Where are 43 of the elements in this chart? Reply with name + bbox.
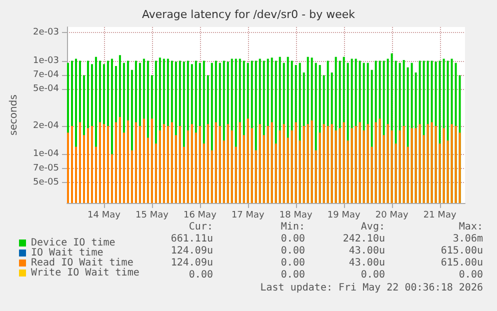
legend-label: Read IO Wait time [31, 258, 134, 268]
text: Max: [458, 222, 483, 232]
x-tick-label: 15 May [135, 210, 170, 220]
text: Cur: [188, 222, 213, 232]
text: 0.00 [280, 258, 305, 268]
y-tick-label: 5e-04 [33, 84, 60, 94]
x-tick-label: 14 May [88, 210, 122, 220]
y-tick-label: 1e-03 [33, 56, 59, 66]
y-tick-label: 7e-04 [33, 70, 60, 80]
y-tick-label: 5e-05 [33, 177, 59, 188]
chart-title: Average latency for /dev/sr0 - by week [142, 8, 356, 21]
text: Last update: Fri May 22 00:36:18 2026 [260, 282, 483, 294]
legend-label: IO Wait time [31, 248, 104, 258]
x-tick-label: 20 May [375, 210, 409, 220]
y-tick-label: 1e-04 [33, 149, 60, 160]
text: 615.00u [440, 258, 483, 268]
text: 661.11u [170, 234, 213, 244]
text: 3.06m [452, 234, 483, 244]
text: 124.09u [170, 258, 213, 268]
y-tick-label: 2e-04 [33, 121, 60, 132]
text: 615.00u [440, 246, 483, 256]
text: 0.00 [360, 270, 385, 280]
x-tick-label: 17 May [231, 210, 266, 220]
text: 43.00u [348, 258, 385, 268]
text: 0.00 [188, 270, 213, 280]
text: 43.00u [348, 246, 385, 256]
text: Min: [280, 222, 305, 232]
text: 0.00 [458, 270, 483, 280]
text: 242.10u [342, 234, 385, 244]
x-tick-label: 19 May [327, 210, 361, 220]
legend-label: Device IO time [31, 238, 116, 248]
x-tick-label: 16 May [183, 210, 218, 220]
x-tick-label: 21 May [423, 210, 457, 220]
text: 124.09u [170, 246, 213, 256]
x-tick-label: 18 May [279, 210, 314, 220]
legend-label: Write IO Wait time [31, 268, 140, 278]
text: 0.00 [280, 270, 305, 280]
y-tick-label: 2e-03 [33, 28, 59, 38]
y-tick-label: 7e-05 [33, 164, 59, 174]
y-axis-title: seconds [8, 94, 20, 136]
text: Avg: [360, 222, 385, 232]
text: 0.00 [280, 234, 305, 244]
text: 0.00 [280, 246, 305, 256]
